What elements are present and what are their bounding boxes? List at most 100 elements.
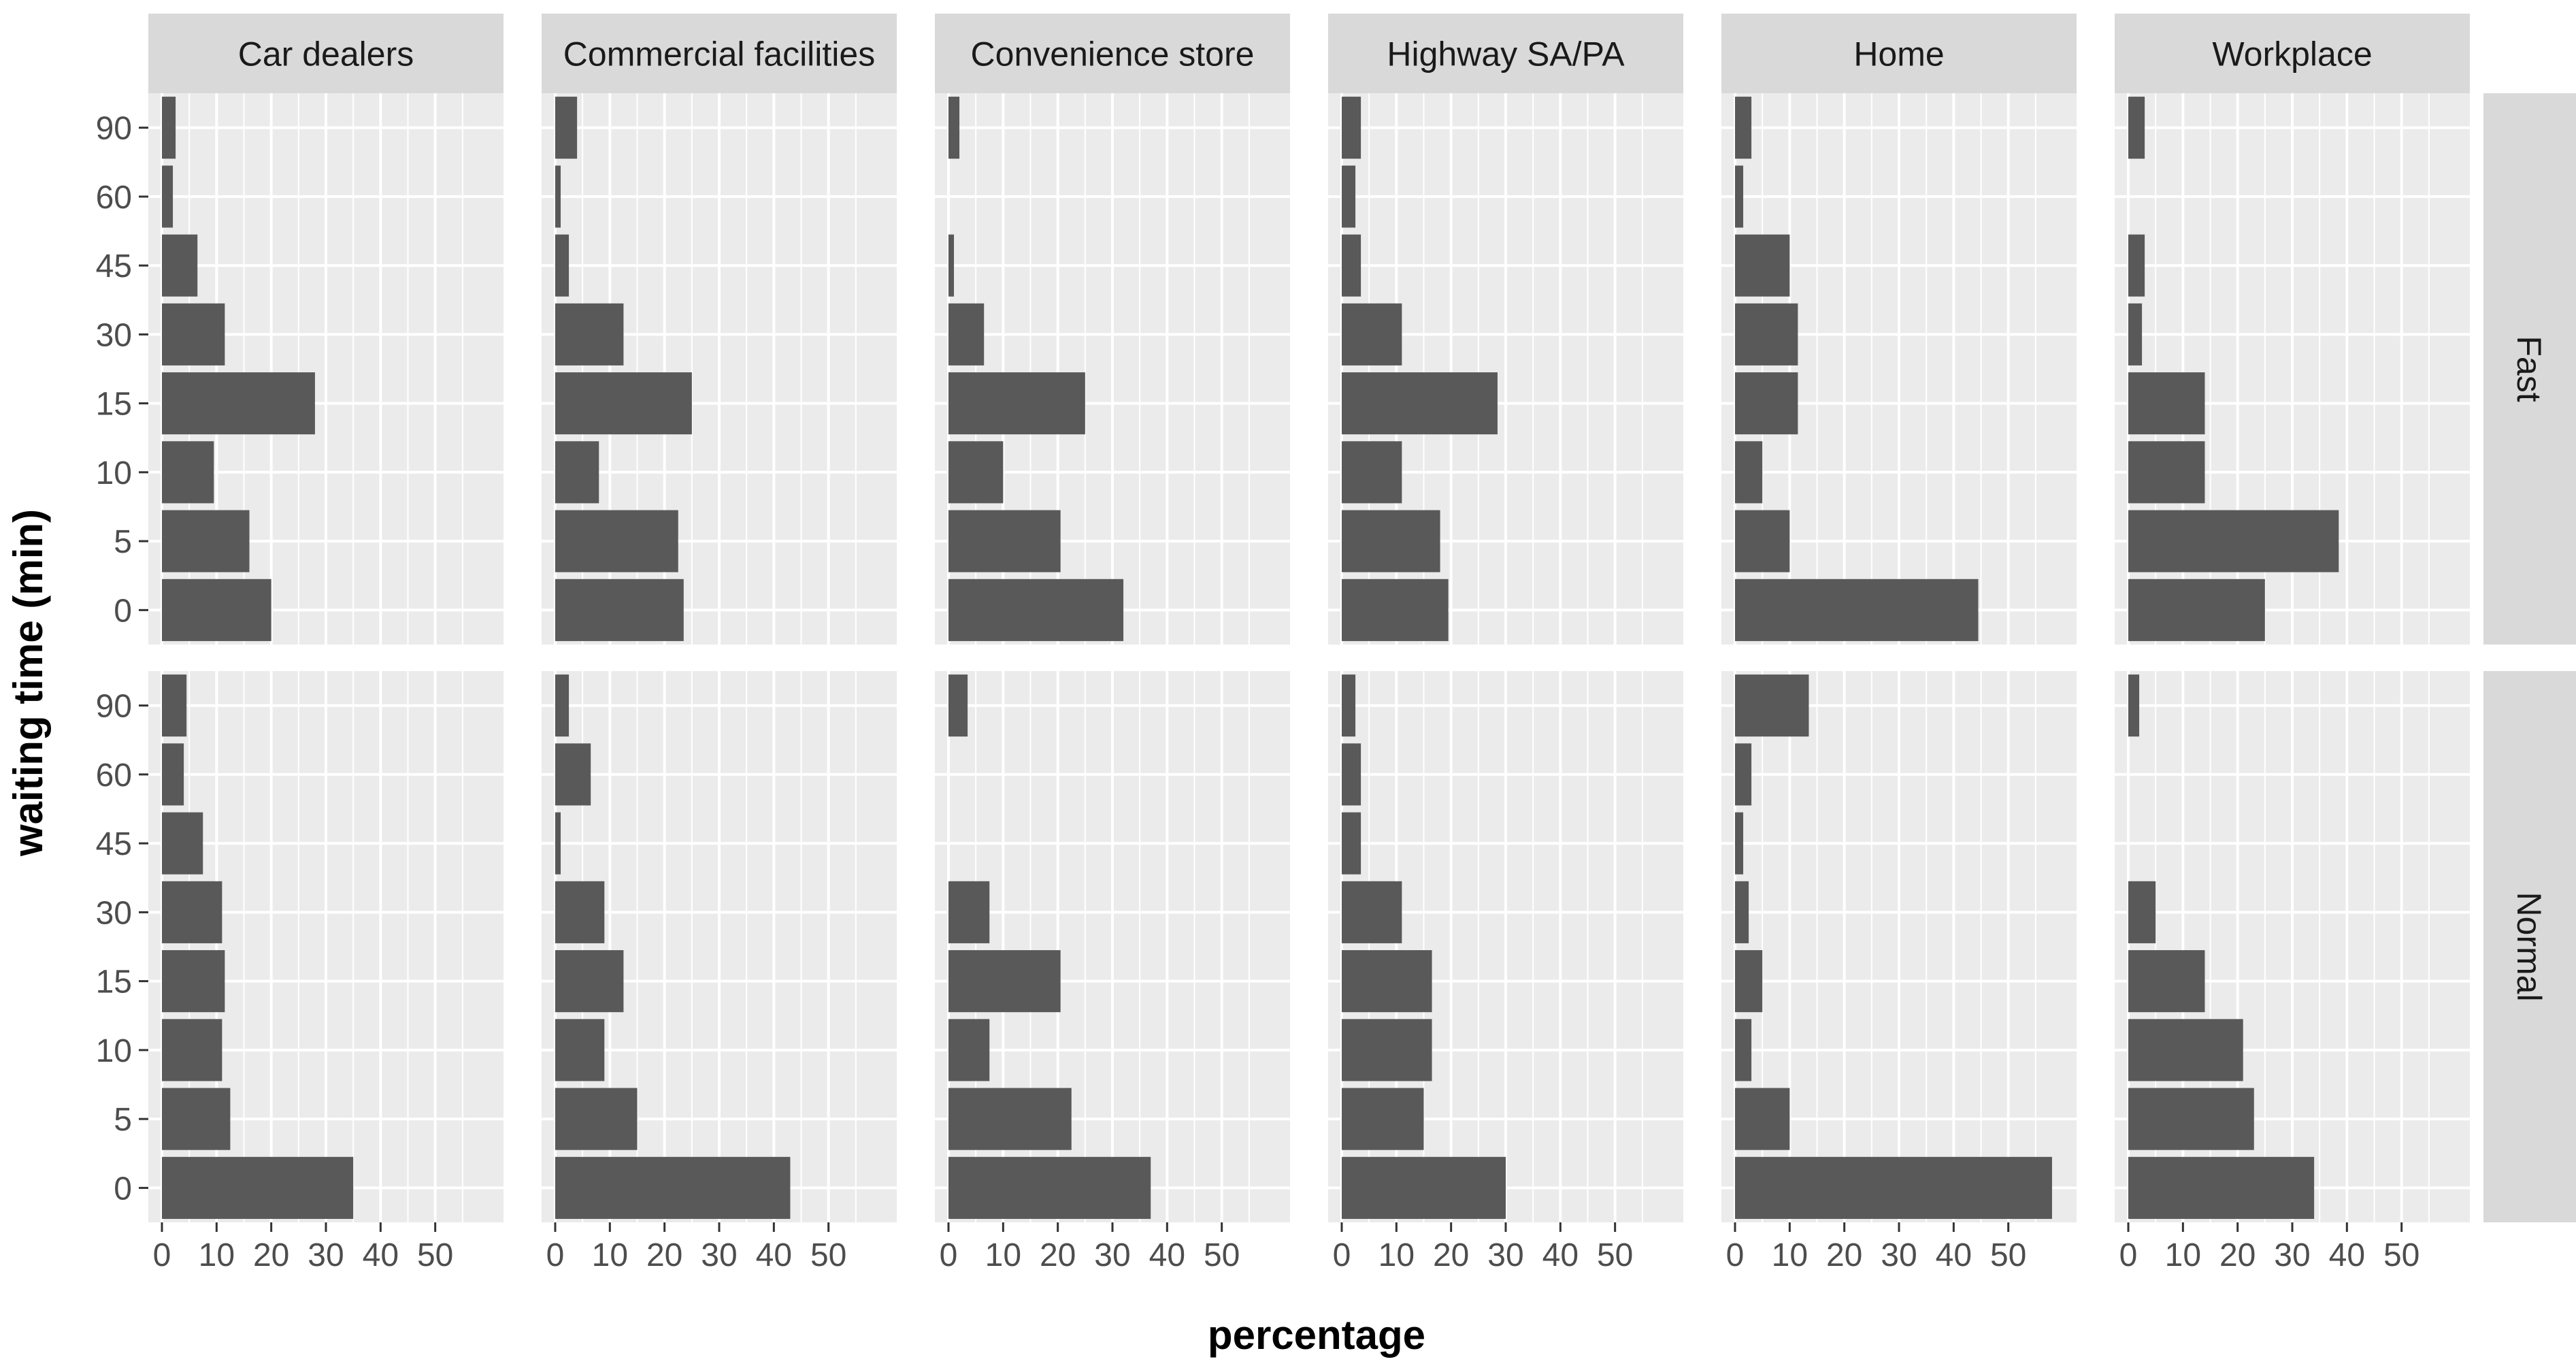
bar-fast-workplace-0min [2128,579,2265,641]
y-tick-label-normal-30: 30 [96,895,132,931]
x-tick-label-home-0: 0 [1726,1237,1745,1273]
x-tick-label-highway-sa-pa-40: 40 [1542,1237,1579,1273]
strip-normal [2483,671,2576,1222]
y-tick-label-fast-5: 5 [114,524,132,560]
bar-fast-workplace-90min [2128,97,2145,159]
x-tick-label-convenience-store-40: 40 [1149,1237,1185,1273]
panel-fast-convenience-store [935,93,1290,645]
bar-fast-workplace-15min [2128,372,2205,435]
bar-normal-commercial-facilities-5min [555,1088,638,1150]
strip-commercial-facilities [542,14,897,93]
strip-label-highway-sa-pa: Highway SA/PA [1387,35,1625,74]
strip-label-fast: Fast [2510,336,2548,402]
y-tick-label-normal-0: 0 [114,1171,132,1207]
bar-normal-commercial-facilities-60min [555,743,591,806]
panel-fast-highway-sa-pa [1328,93,1683,645]
bar-fast-convenience-store-30min [948,303,985,365]
bar-normal-commercial-facilities-90min [555,674,569,737]
bar-normal-home-30min [1735,881,1749,943]
strip-workplace [2115,14,2470,93]
x-tick-label-workplace-40: 40 [2329,1237,2365,1273]
x-tick-label-workplace-20: 20 [2219,1237,2256,1273]
ticks-layer: 0 5 10 15 30 45 60 90 0 5 10 15 30 45 60 90 0 10 20 30 40 50 0… [96,111,2420,1273]
bar-normal-home-15min [1735,950,1763,1013]
bar-normal-convenience-store-30min [948,881,990,943]
x-tick-label-commercial-facilities-50: 50 [810,1237,846,1273]
bar-normal-highway-sa-pa-90min [1342,674,1356,737]
y-tick-label-fast-90: 90 [96,111,132,147]
bar-fast-car-dealers-30min [162,303,225,365]
bar-normal-convenience-store-10min [948,1019,990,1081]
x-tick-label-home-30: 30 [1881,1237,1917,1273]
bar-fast-workplace-30min [2128,303,2143,365]
panel-normal-convenience-store [935,671,1290,1222]
bar-fast-highway-sa-pa-90min [1342,97,1361,159]
bar-normal-car-dealers-5min [162,1088,231,1150]
panel-normal-home [1721,671,2077,1222]
x-tick-label-car-dealers-10: 10 [199,1237,235,1273]
bar-normal-commercial-facilities-45min [555,812,561,875]
bar-fast-home-60min [1735,165,1744,228]
bar-fast-highway-sa-pa-45min [1342,234,1361,297]
x-tick-label-workplace-10: 10 [2165,1237,2201,1273]
x-tick-label-highway-sa-pa-50: 50 [1597,1237,1633,1273]
bar-fast-commercial-facilities-30min [555,303,624,365]
bar-fast-highway-sa-pa-5min [1342,510,1440,572]
bar-fast-commercial-facilities-5min [555,510,678,572]
bar-fast-car-dealers-45min [162,234,198,297]
bar-normal-home-5min [1735,1088,1790,1150]
bar-fast-car-dealers-90min [162,97,176,159]
bar-normal-workplace-30min [2128,881,2156,943]
bar-normal-workplace-90min [2128,674,2140,737]
bar-normal-workplace-0min [2128,1156,2315,1219]
bar-fast-home-90min [1735,97,1752,159]
bar-normal-highway-sa-pa-60min [1342,743,1361,806]
x-tick-label-home-10: 10 [1772,1237,1808,1273]
strip-label-normal: Normal [2510,892,2548,1001]
x-tick-label-commercial-facilities-30: 30 [701,1237,737,1273]
x-tick-label-home-40: 40 [1936,1237,1972,1273]
bar-normal-highway-sa-pa-15min [1342,950,1432,1013]
x-tick-label-home-50: 50 [1990,1237,2026,1273]
bar-normal-home-60min [1735,743,1752,806]
bar-normal-convenience-store-90min [948,674,968,737]
x-tick-label-commercial-facilities-0: 0 [546,1237,565,1273]
bar-normal-car-dealers-60min [162,743,184,806]
bar-fast-commercial-facilities-60min [555,165,561,228]
bar-fast-convenience-store-0min [948,579,1124,641]
bar-fast-workplace-10min [2128,441,2205,504]
y-tick-label-fast-45: 45 [96,248,132,284]
y-tick-label-normal-10: 10 [96,1033,132,1069]
bar-fast-convenience-store-15min [948,372,1085,435]
panel-fast-workplace [2115,93,2470,645]
x-tick-label-car-dealers-30: 30 [308,1237,344,1273]
x-tick-label-car-dealers-20: 20 [253,1237,289,1273]
bar-fast-highway-sa-pa-0min [1342,579,1449,641]
bar-normal-highway-sa-pa-45min [1342,812,1361,875]
y-tick-label-normal-5: 5 [114,1102,132,1138]
panel-fast-car-dealers [148,93,503,645]
bar-normal-home-10min [1735,1019,1752,1081]
bar-normal-car-dealers-45min [162,812,203,875]
bar-fast-home-10min [1735,441,1763,504]
strip-car-dealers [148,14,503,93]
strip-label-home: Home [1853,35,1944,74]
x-tick-label-commercial-facilities-40: 40 [756,1237,792,1273]
x-tick-label-highway-sa-pa-20: 20 [1433,1237,1469,1273]
bar-normal-commercial-facilities-30min [555,881,605,943]
x-tick-label-home-20: 20 [1826,1237,1862,1273]
bar-fast-car-dealers-60min [162,165,174,228]
y-tick-label-fast-30: 30 [96,317,132,353]
bar-fast-commercial-facilities-15min [555,372,692,435]
bar-normal-car-dealers-30min [162,881,222,943]
bar-normal-workplace-10min [2128,1019,2243,1081]
bar-fast-home-15min [1735,372,1798,435]
bar-normal-highway-sa-pa-0min [1342,1156,1506,1219]
bar-fast-highway-sa-pa-60min [1342,165,1356,228]
panel-normal-car-dealers [148,671,503,1222]
strip-label-car-dealers: Car dealers [238,35,414,74]
y-tick-label-fast-10: 10 [96,455,132,491]
panels-layer [148,93,2470,1222]
bar-fast-highway-sa-pa-30min [1342,303,1402,365]
